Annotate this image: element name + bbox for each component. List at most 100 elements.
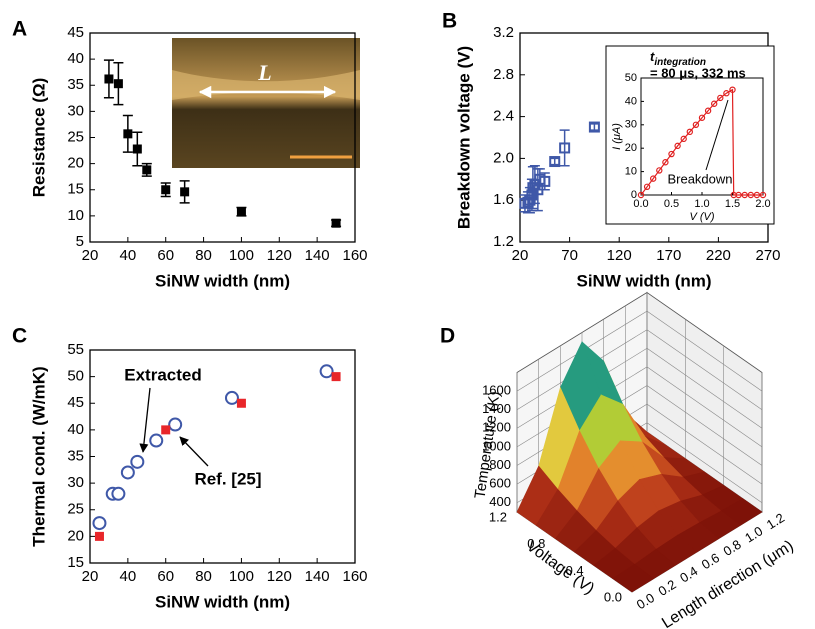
marker xyxy=(114,79,123,88)
x-tick-label: 1.5 xyxy=(725,198,740,210)
y-tick-label: 2.0 xyxy=(493,149,514,166)
y-tick-label: 25 xyxy=(67,128,84,145)
x-tick-label: 20 xyxy=(82,247,99,264)
y-tick-label: 10 xyxy=(625,166,637,178)
marker xyxy=(95,532,104,541)
series-annotation: Ref. [25] xyxy=(194,469,261,488)
x-tick-label: 40 xyxy=(120,247,137,264)
x-tick-label: 0.8 xyxy=(720,537,743,559)
y-tick-label: 40 xyxy=(67,50,84,67)
annotation-arrow xyxy=(180,437,208,466)
y-tick-label: 45 xyxy=(67,24,84,41)
y-tick-label: 2.4 xyxy=(493,108,514,125)
micrograph xyxy=(172,38,360,168)
y-tick-label: 15 xyxy=(67,554,84,571)
x-tick-label: 1.2 xyxy=(764,510,787,532)
x-tick-label: 70 xyxy=(561,247,578,264)
x-tick-label: 160 xyxy=(342,247,367,264)
y-tick-label: 40 xyxy=(67,421,84,438)
x-tick-label: 120 xyxy=(267,247,292,264)
x-tick-label: 120 xyxy=(267,568,292,585)
y-tick-label: 5 xyxy=(76,233,84,250)
y-axis-label: Breakdown voltage (V) xyxy=(454,46,473,229)
marker xyxy=(180,187,189,196)
y-tick-label: 2.8 xyxy=(493,66,514,83)
x-tick-label: 60 xyxy=(157,247,174,264)
y-tick-label: 40 xyxy=(625,95,637,107)
x-tick-label: 0.6 xyxy=(699,550,722,572)
y-tick-label: 10 xyxy=(67,207,84,224)
x-axis-label: SiNW width (nm) xyxy=(155,592,290,611)
z-tick-label: 600 xyxy=(489,476,511,491)
figure: L 2040608010012014016051015202530354045S… xyxy=(0,0,815,629)
series-annotation: Extracted xyxy=(124,365,201,384)
y-tick-label: 55 xyxy=(67,341,84,358)
marker xyxy=(133,144,142,153)
y-tick-label: 3.2 xyxy=(493,24,514,41)
y-axis-label: I (μA) xyxy=(611,123,623,150)
y-tick-label: 35 xyxy=(67,76,84,93)
marker xyxy=(237,207,246,216)
marker xyxy=(161,185,170,194)
x-tick-label: 40 xyxy=(120,568,137,585)
annotation: Breakdown xyxy=(667,171,732,186)
y-tick-label: 0 xyxy=(631,189,637,201)
x-tick-label: 80 xyxy=(195,247,212,264)
x-axis-label: SiNW width (nm) xyxy=(155,271,290,290)
x-axis-label: V (V) xyxy=(689,211,714,223)
marker xyxy=(332,219,341,228)
marker xyxy=(161,425,170,434)
marker xyxy=(169,419,181,431)
marker xyxy=(142,165,151,174)
marker xyxy=(104,74,113,83)
marker xyxy=(131,456,143,468)
panel-label: C xyxy=(12,325,27,348)
x-tick-label: 80 xyxy=(195,568,212,585)
inset-title-line2: = 80 μs, 332 ms xyxy=(650,65,746,80)
x-tick-label: 20 xyxy=(82,568,99,585)
page: L 2040608010012014016051015202530354045S… xyxy=(0,0,815,629)
y-tick-label: 20 xyxy=(625,142,637,154)
marker xyxy=(112,488,124,500)
x-tick-label: 140 xyxy=(305,568,330,585)
y-tick-label: 1.2 xyxy=(493,233,514,250)
y-tick-label: 30 xyxy=(67,474,84,491)
marker xyxy=(332,372,341,381)
panel-label: D xyxy=(440,325,455,348)
marker xyxy=(321,365,333,377)
y-tick-label: 30 xyxy=(625,119,637,131)
x-tick-label: 270 xyxy=(755,247,780,264)
y-tick-label: 0.0 xyxy=(604,589,622,604)
x-tick-label: 100 xyxy=(229,247,254,264)
z-tick-label: 400 xyxy=(489,494,511,509)
y-tick-label: 50 xyxy=(625,72,637,84)
y-tick-label: 1.6 xyxy=(493,191,514,208)
x-tick-label: 160 xyxy=(342,568,367,585)
x-tick-label: 60 xyxy=(157,568,174,585)
x-tick-label: 2.0 xyxy=(755,198,770,210)
panel-a-inset-image: L xyxy=(172,38,360,168)
panel-label: A xyxy=(12,18,27,41)
x-tick-label: 0.5 xyxy=(664,198,679,210)
y-tick-label: 20 xyxy=(67,527,84,544)
marker xyxy=(93,517,105,529)
x-tick-label: 170 xyxy=(656,247,681,264)
y-tick-label: 20 xyxy=(67,155,84,172)
x-tick-label: 0.2 xyxy=(655,577,678,599)
x-tick-label: 140 xyxy=(305,247,330,264)
y-axis-label: Resistance (Ω) xyxy=(29,78,48,197)
y-tick-label: 50 xyxy=(67,368,84,385)
x-tick-label: 1.0 xyxy=(742,523,765,545)
y-axis-label: Thermal cond. (W/mK) xyxy=(29,366,48,546)
marker xyxy=(123,129,132,138)
y-tick-label: 25 xyxy=(67,501,84,518)
y-tick-label: 15 xyxy=(67,181,84,198)
x-tick-label: 0.4 xyxy=(677,563,700,585)
marker xyxy=(237,399,246,408)
inset-label: L xyxy=(257,60,271,85)
x-tick-label: 100 xyxy=(229,568,254,585)
y-tick-label: 35 xyxy=(67,447,84,464)
y-tick-label: 45 xyxy=(67,394,84,411)
x-axis-label: SiNW width (nm) xyxy=(576,271,711,290)
marker xyxy=(150,435,162,447)
